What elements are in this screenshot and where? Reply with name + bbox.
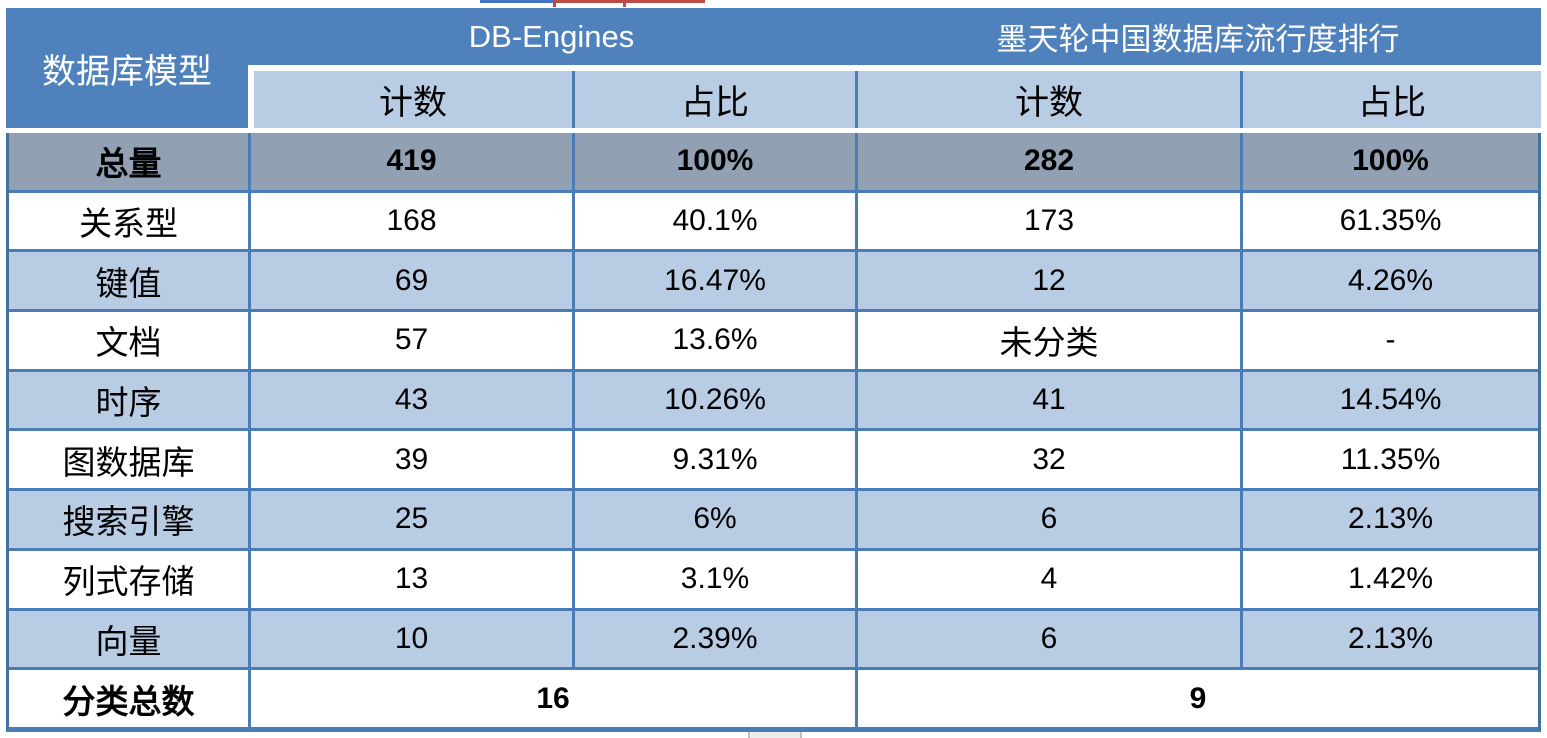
- top-cropped-blue-line: [480, 0, 553, 3]
- table-row-columnar: 列式存储 13 3.1% 4 1.42%: [9, 550, 1538, 611]
- cell-db-count: 168: [248, 192, 572, 250]
- cell-db-count: 419: [248, 133, 572, 190]
- row-label: 列式存储: [62, 565, 195, 602]
- table-row-key-value: 键值 69 16.47% 12 4.26%: [9, 252, 1538, 313]
- cell-mtl-category-total: 9: [855, 670, 1538, 728]
- cell-db-count: 43: [248, 371, 572, 429]
- cell-db-share: 10.26%: [572, 371, 855, 429]
- table-row-category-totals: 分类总数 16 9: [9, 670, 1538, 728]
- cell-db-share: 9.31%: [572, 431, 855, 489]
- cell-db-share: 13.6%: [572, 312, 855, 369]
- cell-mtl-count: 173: [855, 192, 1240, 250]
- top-cropped-red-tick: [553, 0, 556, 7]
- subheader-mtl-share: 占比: [1240, 71, 1541, 128]
- subheader-db-count: 计数: [254, 71, 572, 128]
- row-label: 键值: [95, 266, 162, 303]
- top-cropped-red-tick: [623, 0, 626, 7]
- row-label: 关系型: [79, 207, 178, 244]
- row-label: 时序: [95, 386, 162, 423]
- cell-mtl-share: 100%: [1240, 133, 1538, 190]
- cell-mtl-share: 1.42%: [1240, 550, 1538, 608]
- cell-db-share: 2.39%: [572, 610, 855, 668]
- table-row-graph: 图数据库 39 9.31% 32 11.35%: [9, 431, 1538, 492]
- cell-mtl-share: 11.35%: [1240, 431, 1538, 489]
- cell-mtl-count: 12: [855, 252, 1240, 310]
- table-row-time-series: 时序 43 10.26% 41 14.54%: [9, 371, 1538, 432]
- row-label: 总量: [95, 147, 162, 184]
- group-header-motianlun: 墨天轮中国数据库流行度排行: [855, 8, 1541, 65]
- cell-db-count: 69: [248, 252, 572, 310]
- cell-mtl-share: -: [1240, 312, 1538, 369]
- row-label: 分类总数: [62, 684, 195, 721]
- subheader-db-share: 占比: [572, 71, 855, 128]
- cell-mtl-count: 未分类: [855, 312, 1240, 369]
- cell-mtl-count: 41: [855, 371, 1240, 429]
- row-label: 向量: [95, 624, 162, 661]
- cell-mtl-share: 14.54%: [1240, 371, 1538, 429]
- cell-db-count: 10: [248, 610, 572, 668]
- group-header-db-engines: DB-Engines: [248, 8, 855, 65]
- subheader-mtl-count: 计数: [855, 71, 1240, 128]
- cell-mtl-count: 282: [855, 133, 1240, 190]
- row-label: 文档: [95, 326, 162, 363]
- column-header-database-model: 数据库模型: [6, 8, 248, 128]
- table-row-vector: 向量 10 2.39% 6 2.13%: [9, 610, 1538, 671]
- table-body: 总量 419 100% 282 100% 关系型 168 40.1% 173 6…: [6, 133, 1541, 733]
- cell-db-share: 16.47%: [572, 252, 855, 310]
- table-row-relational: 关系型 168 40.1% 173 61.35%: [9, 192, 1538, 253]
- cell-db-count: 39: [248, 431, 572, 489]
- cell-db-share: 3.1%: [572, 550, 855, 608]
- cell-db-count: 13: [248, 550, 572, 608]
- cell-db-share: 6%: [572, 491, 855, 548]
- cell-mtl-share: 61.35%: [1240, 192, 1538, 250]
- table-row-document: 文档 57 13.6% 未分类 -: [9, 312, 1538, 372]
- cell-mtl-count: 32: [855, 431, 1240, 489]
- cell-db-category-total: 16: [248, 670, 855, 728]
- cell-mtl-share: 4.26%: [1240, 252, 1538, 310]
- top-cropped-red-line: [553, 0, 705, 3]
- cell-mtl-count: 6: [855, 610, 1240, 668]
- sub-header-row: 计数 占比 计数 占比: [254, 71, 1541, 128]
- cell-mtl-share: 2.13%: [1240, 610, 1538, 668]
- cell-db-count: 25: [248, 491, 572, 548]
- cell-db-share: 100%: [572, 133, 855, 190]
- table-row-search-engine: 搜索引擎 25 6% 6 2.13%: [9, 491, 1538, 551]
- cell-mtl-count: 4: [855, 550, 1240, 608]
- cell-db-count: 57: [248, 312, 572, 369]
- table-row-total: 总量 419 100% 282 100%: [9, 133, 1538, 193]
- cell-db-share: 40.1%: [572, 192, 855, 250]
- bottom-cropped-gray-box: [748, 732, 802, 738]
- cell-mtl-count: 6: [855, 491, 1240, 548]
- cell-mtl-share: 2.13%: [1240, 491, 1538, 548]
- row-label: 图数据库: [62, 445, 195, 482]
- row-label: 搜索引擎: [62, 505, 195, 542]
